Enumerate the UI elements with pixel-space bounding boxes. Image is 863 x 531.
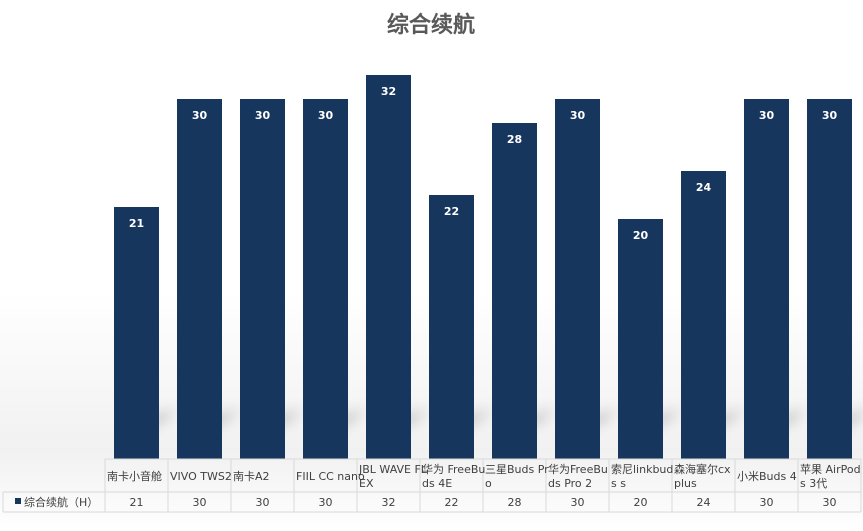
table-value: 30 <box>823 496 837 509</box>
category-label: 南卡小音舱 <box>107 469 162 483</box>
bar-6 <box>492 123 537 459</box>
bar-value-label: 30 <box>822 109 838 122</box>
bar-3 <box>303 99 348 459</box>
bar-value-label: 30 <box>570 109 586 122</box>
table-value: 30 <box>193 496 207 509</box>
category-label: 小米Buds 4 <box>737 470 797 483</box>
table-value: 24 <box>697 496 711 509</box>
bar-value-label: 21 <box>129 217 144 230</box>
bar-0 <box>114 207 159 459</box>
bar-value-label: 28 <box>507 133 522 146</box>
legend-series-name: 综合续航（H） <box>24 495 98 509</box>
table-value: 30 <box>760 496 774 509</box>
bar-value-label: 30 <box>255 109 271 122</box>
table-value: 30 <box>256 496 270 509</box>
bar-1 <box>177 99 222 459</box>
category-label: 苹果 AirPod s 3代 <box>800 462 861 490</box>
bar-8 <box>618 219 663 459</box>
bar-value-label: 24 <box>696 181 712 194</box>
category-label: 南卡A2 <box>233 470 270 483</box>
bar-9 <box>681 171 726 459</box>
table-value: 28 <box>508 496 522 509</box>
bar-7 <box>555 99 600 459</box>
bar-value-label: 32 <box>381 85 396 98</box>
category-label: 索尼linkbud s s <box>611 462 673 490</box>
bar-value-label: 30 <box>759 109 775 122</box>
bars: 21 30 30 30 32 22 28 30 20 24 30 30 <box>114 75 852 459</box>
category-label: 华为 FreeBu ds 4E <box>422 462 485 490</box>
category-label: 三星Buds Pr o <box>485 463 549 490</box>
chart-title: 综合续航 <box>387 12 475 38</box>
table-value: 30 <box>319 496 333 509</box>
category-label: VIVO TWS2 <box>170 470 232 483</box>
bar-5 <box>429 195 474 459</box>
bar-value-label: 20 <box>633 229 649 242</box>
table-value: 20 <box>634 496 648 509</box>
category-label: FIIL CC nano <box>296 470 365 483</box>
bar-2 <box>240 99 285 459</box>
bar-11 <box>807 99 852 459</box>
bar-4 <box>366 75 411 459</box>
category-label: JBL WAVE FL EX <box>358 463 428 490</box>
table-value: 32 <box>382 496 396 509</box>
table-value: 22 <box>445 496 459 509</box>
legend-key <box>15 498 21 504</box>
bar-value-label: 22 <box>444 205 459 218</box>
bar-10 <box>744 99 789 459</box>
category-label: 华为FreeBu ds Pro 2 <box>548 462 608 490</box>
category-label: 森海塞尔cx plus <box>674 462 731 490</box>
bar-value-label: 30 <box>318 109 334 122</box>
bar-value-label: 30 <box>192 109 208 122</box>
table-value: 30 <box>571 496 585 509</box>
table-value: 21 <box>130 496 144 509</box>
